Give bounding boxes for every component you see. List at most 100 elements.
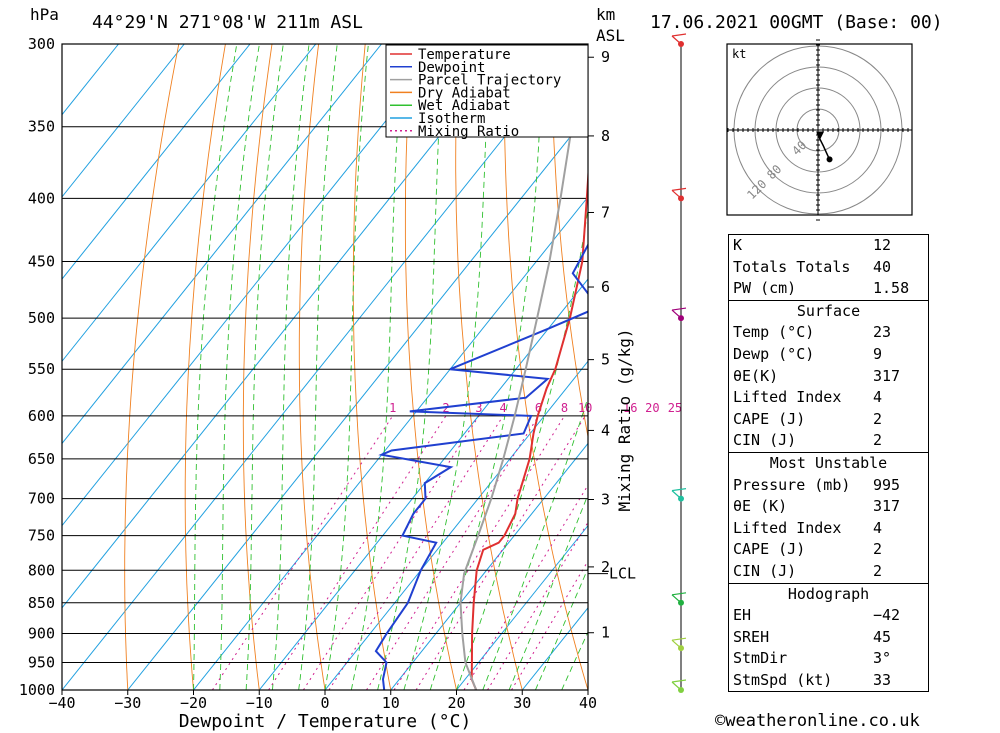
- x-tick-label: 30: [513, 694, 531, 712]
- surface-key: Temp (°C): [733, 323, 815, 342]
- wind-barb: [671, 679, 687, 691]
- legend-entry: Dewpoint: [418, 60, 485, 76]
- legend-entry: Isotherm: [418, 111, 485, 127]
- pressure-tick-label: 750: [28, 527, 55, 545]
- wind-profile: [671, 33, 687, 693]
- axes: −40 −30 −20 −10 0 10 20 30 40 9 8 7 6 5 4 3 2 1 LCL: [48, 43, 636, 712]
- dry-adiabat-line: [298, 44, 326, 690]
- km-tick-label: 8: [601, 127, 610, 145]
- isotherm-line: [62, 44, 317, 363]
- mixing-ratio-line: [268, 415, 447, 690]
- pressure-tick-label: 1000: [19, 681, 55, 699]
- location-title: 44°29'N 271°08'W 211m ASL: [92, 12, 363, 33]
- surface-key: CIN (J): [733, 431, 797, 450]
- wind-barb: [671, 592, 687, 604]
- index-row: K 12: [729, 235, 928, 257]
- isotherm-line: [193, 196, 588, 690]
- most-unstable-row: θE (K) 317: [729, 496, 928, 518]
- profile-series: [374, 44, 588, 690]
- pressure-tick-label: 550: [28, 360, 55, 378]
- dry-adiabat-line: [551, 44, 588, 439]
- plot-frame: [61, 43, 589, 691]
- dry-adiabat-line: [124, 44, 180, 690]
- most-unstable-value: 995: [873, 475, 901, 494]
- pressure-tick-label: 950: [28, 653, 55, 671]
- hodograph-stat-value: 45: [873, 627, 892, 646]
- wind-barb: [671, 637, 687, 649]
- dry-adiabat-line: [352, 44, 392, 690]
- km-tick-label: 1: [601, 624, 610, 642]
- legend-entry: Mixing Ratio: [418, 124, 519, 140]
- isotherm-line: [324, 360, 588, 690]
- most-unstable-key: θE (K): [733, 497, 788, 516]
- x-tick-label: −10: [246, 694, 273, 712]
- wind-barb: [671, 488, 687, 500]
- hodograph-stat-row: EH −42: [729, 605, 928, 627]
- wet-adiabat-line: [403, 44, 491, 690]
- x-tick-label: 40: [579, 694, 597, 712]
- surface-key: Lifted Index: [733, 388, 842, 407]
- hodograph-unit-label: kt: [732, 47, 746, 61]
- surface-key: CAPE (J): [733, 409, 806, 428]
- temperature-line: [470, 164, 588, 690]
- pressure-tick-label: 350: [28, 118, 55, 136]
- wind-barb: [671, 307, 687, 319]
- km-tick-label: 5: [601, 351, 610, 369]
- mixing-ratio-label: 8: [561, 401, 568, 415]
- parcel-trajectory-line: [459, 44, 587, 690]
- km-tick-label: 9: [601, 48, 610, 66]
- pressure-tick-label: 800: [28, 561, 55, 579]
- most-unstable-title: Most Unstable: [769, 453, 888, 472]
- x-tick-label: −40: [48, 694, 75, 712]
- hodograph-stat-key: StmSpd (kt): [733, 670, 833, 689]
- mixing-ratio-label: 25: [668, 401, 682, 415]
- wet-adiabat-line: [534, 567, 588, 690]
- most-unstable-key: Pressure (mb): [733, 475, 851, 494]
- mixing-ratio-axis-label: Mixing Ratio (g/kg): [615, 328, 634, 511]
- most-unstable-row: CIN (J) 2: [729, 561, 928, 583]
- mixing-ratio-line: [366, 415, 539, 690]
- surface-value: 2: [873, 409, 883, 428]
- index-key: K: [733, 236, 743, 254]
- most-unstable-value: 2: [873, 540, 883, 559]
- x-tick-label: −30: [114, 694, 141, 712]
- x-tick-label: 10: [382, 694, 400, 712]
- surface-value: 9: [873, 344, 883, 363]
- hodograph-end-point: [826, 156, 833, 163]
- isotherm-line: [62, 44, 514, 609]
- index-row: PW (cm) 1.58: [729, 278, 928, 300]
- asl-label: ASL: [596, 26, 625, 45]
- pressure-tick-label: 700: [28, 490, 55, 508]
- km-tick-label: 7: [601, 203, 610, 221]
- x-axis-label: Dewpoint / Temperature (°C): [179, 711, 472, 732]
- pressure-tick-label: 300: [28, 35, 55, 53]
- wet-adiabat-line: [377, 44, 445, 690]
- hodograph-stat-key: EH: [733, 606, 752, 625]
- wet-adiabat-line: [350, 44, 404, 690]
- isotherm-line: [390, 442, 588, 690]
- surface-row: CIN (J) 2: [729, 430, 928, 452]
- mixing-ratio-label: 3: [475, 401, 482, 415]
- wet-adiabat-line: [482, 396, 588, 690]
- wet-adiabat-line: [456, 205, 588, 690]
- pressure-tick-label: 450: [28, 253, 55, 271]
- pressure-tick-label: 850: [28, 594, 55, 612]
- surface-value: 2: [873, 431, 883, 450]
- surface-row: Lifted Index 4: [729, 387, 928, 409]
- surface-row: θE(K) 317: [729, 366, 928, 388]
- hodograph-stat-key: SREH: [733, 627, 770, 646]
- dewpoint-line: [374, 242, 588, 690]
- legend-entry: Wet Adiabat: [418, 98, 511, 114]
- pressure-tick-label: 400: [28, 189, 55, 207]
- isotherm-line: [62, 44, 448, 527]
- wet-adiabat-line: [508, 493, 588, 690]
- legend-box: [385, 44, 589, 138]
- x-tick-label: −20: [180, 694, 207, 712]
- isotherm-line: [62, 44, 580, 690]
- datetime-title: 17.06.2021 00GMT (Base: 00): [650, 12, 943, 33]
- isotherm-line: [127, 113, 588, 690]
- hodograph-stat-value: 3°: [873, 649, 892, 668]
- pressure-tick-label: 900: [28, 624, 55, 642]
- hodograph-stat-value: −42: [873, 606, 901, 625]
- wet-adiabat-line: [193, 44, 238, 690]
